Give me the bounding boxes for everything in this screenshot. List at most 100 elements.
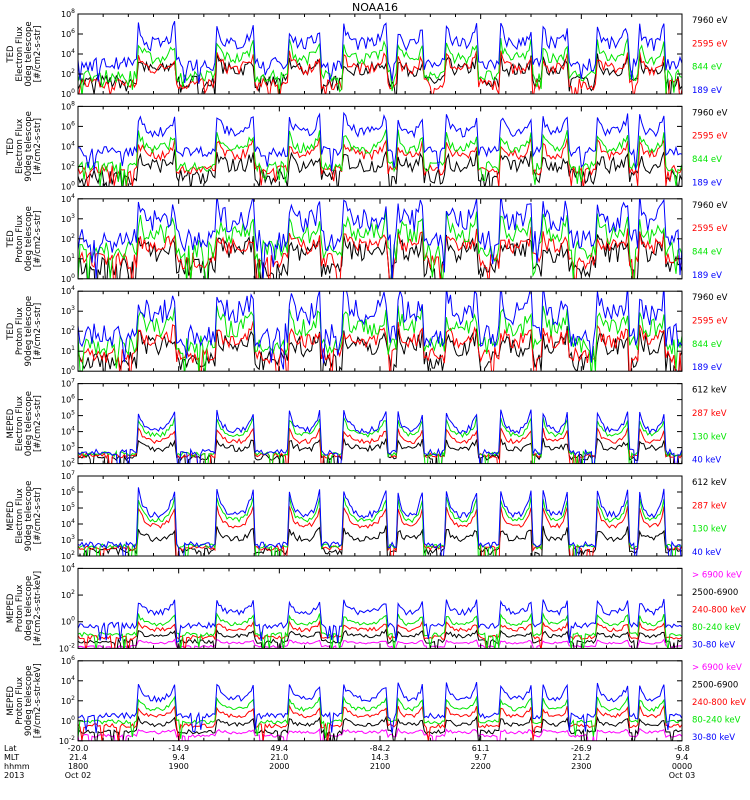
time-axis-tick-label: -26.9 bbox=[571, 744, 592, 753]
y-tick-label: 102 bbox=[61, 325, 75, 336]
time-axis-tick-label: 61.1 bbox=[472, 744, 490, 753]
legend-entry: 189 eV bbox=[692, 271, 722, 281]
legend-entry: 40 keV bbox=[692, 548, 721, 558]
time-axis-tick-label: -20.0 bbox=[68, 744, 89, 753]
time-axis-tick-label: 21.2 bbox=[572, 753, 590, 762]
series-line-1 bbox=[78, 727, 682, 741]
legend-entry: 30-80 keV bbox=[692, 640, 735, 650]
series-line-3 bbox=[78, 703, 682, 741]
y-tick-label: 105 bbox=[61, 410, 75, 421]
y-axis-label-line: TED bbox=[6, 137, 16, 156]
y-tick-label: 103 bbox=[61, 305, 75, 316]
series-line-2 bbox=[78, 505, 682, 556]
y-axis-label-line: Electron Flux bbox=[15, 26, 25, 81]
y-tick-label: 104 bbox=[61, 140, 75, 151]
y-tick-label: 102 bbox=[61, 233, 75, 244]
series-line-2 bbox=[78, 226, 682, 279]
series-line-4 bbox=[78, 198, 682, 279]
series-line-3 bbox=[78, 38, 682, 94]
y-axis-label-line: 0deg telescope bbox=[24, 391, 34, 456]
series-line-2 bbox=[78, 426, 682, 464]
panel-1: 100 102 104 106 108 TED Electron Flux 0deg tele… bbox=[6, 8, 728, 99]
legend-entry: 844 eV bbox=[692, 63, 722, 73]
y-tick-label: 100 bbox=[61, 273, 75, 284]
figure-title: NOAA16 bbox=[352, 1, 398, 14]
legend-entry: 7960 eV bbox=[692, 201, 728, 211]
y-tick-label: 100 bbox=[61, 88, 75, 99]
legend-entry: 240-800 keV bbox=[692, 698, 746, 708]
series-line-2 bbox=[78, 628, 682, 649]
series-line-2 bbox=[78, 50, 682, 94]
series-line-3 bbox=[78, 415, 682, 464]
series-line-1 bbox=[78, 53, 682, 94]
time-axis-tick-label: 2300 bbox=[571, 762, 591, 771]
y-tick-label: 102 bbox=[61, 458, 75, 469]
y-axis-label: MEPED Electron Flux 90deg telescope [#/cm2-… bbox=[6, 481, 43, 552]
y-axis-label-line: MEPED bbox=[6, 501, 16, 531]
time-axis-tick-label: 9.7 bbox=[474, 753, 487, 762]
series-line-2 bbox=[78, 715, 682, 741]
y-tick-label: 104 bbox=[61, 518, 75, 529]
time-axis-tick-label: 2200 bbox=[471, 762, 491, 771]
legend-entry: 80-240 keV bbox=[692, 715, 741, 725]
time-axis-tick-label: 21.0 bbox=[270, 753, 288, 762]
legend-entry: 612 keV bbox=[692, 478, 727, 488]
y-tick-label: 10-2 bbox=[59, 735, 75, 746]
y-tick-label: 106 bbox=[61, 394, 75, 405]
y-tick-label: 107 bbox=[61, 470, 75, 481]
panel-3: 100 101 102 103 104 TED Proton Flux 0deg telesc… bbox=[6, 193, 728, 284]
series-line-4 bbox=[78, 409, 682, 464]
y-axis-label-line: TED bbox=[6, 322, 16, 341]
y-axis-label-line: [#/cm2-s-str] bbox=[33, 118, 43, 175]
y-tick-label: 104 bbox=[61, 426, 75, 437]
y-tick-label: 104 bbox=[61, 193, 75, 204]
time-axis-row-label: MLT bbox=[4, 753, 19, 762]
series-line-4 bbox=[78, 612, 682, 649]
legend-entry: 844 eV bbox=[692, 155, 722, 165]
y-tick-label: 108 bbox=[61, 100, 75, 111]
legend-entry: 240-800 keV bbox=[692, 605, 746, 615]
legend-entry: > 6900 keV bbox=[692, 663, 742, 673]
legend-entry: 80-240 keV bbox=[692, 623, 741, 633]
legend-entry: 287 keV bbox=[692, 501, 727, 511]
y-axis-label: MEPED Proton Flux 0deg telescope [#/cm2-s-s… bbox=[6, 571, 43, 646]
y-axis-label-line: Electron Flux bbox=[15, 119, 25, 174]
panel-frame bbox=[77, 660, 683, 742]
y-tick-label: 108 bbox=[61, 8, 75, 19]
y-axis-label-line: [#/cm2-s-str] bbox=[33, 210, 43, 267]
series-line-4 bbox=[78, 291, 682, 370]
y-axis-label-line: MEPED bbox=[6, 408, 16, 438]
series-line-3 bbox=[78, 129, 682, 187]
y-tick-label: 100 bbox=[61, 616, 75, 627]
series-line-5 bbox=[78, 681, 682, 734]
y-axis-label-line: MEPED bbox=[6, 593, 16, 623]
y-tick-label: 106 bbox=[61, 28, 75, 39]
legend-entry: 7960 eV bbox=[692, 16, 728, 26]
panel-6: 102 103 104 105 106 107 MEPED Electron Flux 90de… bbox=[6, 470, 727, 561]
y-axis-label-line: TED bbox=[6, 45, 16, 64]
y-tick-label: 102 bbox=[61, 68, 75, 79]
panel-2: 100 102 104 106 108 TED Electron Flux 90deg tel… bbox=[6, 100, 728, 191]
legend-entry: 189 eV bbox=[692, 363, 722, 373]
series-line-4 bbox=[78, 487, 682, 556]
y-tick-label: 101 bbox=[61, 253, 75, 264]
panel-8: 10-2 100 102 104 106 MEPED Proton Flux 90deg te… bbox=[6, 655, 746, 746]
y-tick-label: 104 bbox=[61, 562, 75, 573]
time-axis-row-label: hhmm bbox=[4, 762, 30, 771]
y-axis-label: TED Electron Flux 90deg telescope [#/cm2-s-… bbox=[6, 111, 43, 182]
time-axis-row-label: Lat bbox=[4, 744, 17, 753]
time-axis-tick-label: -6.8 bbox=[674, 744, 690, 753]
panel-5: 102 103 104 105 106 107 MEPED Electron Flux 0deg… bbox=[6, 378, 727, 469]
time-axis-row-label: 2013 bbox=[4, 771, 24, 780]
y-axis-label-line: 0deg telescope bbox=[24, 576, 34, 641]
legend-entry: 2500-6900 bbox=[692, 588, 738, 598]
y-tick-label: 103 bbox=[61, 213, 75, 224]
time-axis-tick-label: 49.4 bbox=[270, 744, 288, 753]
y-axis-label-line: [#/cm2-s-str-keV] bbox=[33, 663, 43, 738]
legend-entry: 844 eV bbox=[692, 340, 722, 350]
panel-7: 10-2 100 102 104 MEPED Proton Flux 0deg telesc… bbox=[6, 562, 746, 653]
y-tick-label: 103 bbox=[61, 442, 75, 453]
y-axis-label: TED Proton Flux 0deg telescope [#/cm2-s-str… bbox=[6, 206, 43, 271]
y-tick-label: 102 bbox=[61, 160, 75, 171]
